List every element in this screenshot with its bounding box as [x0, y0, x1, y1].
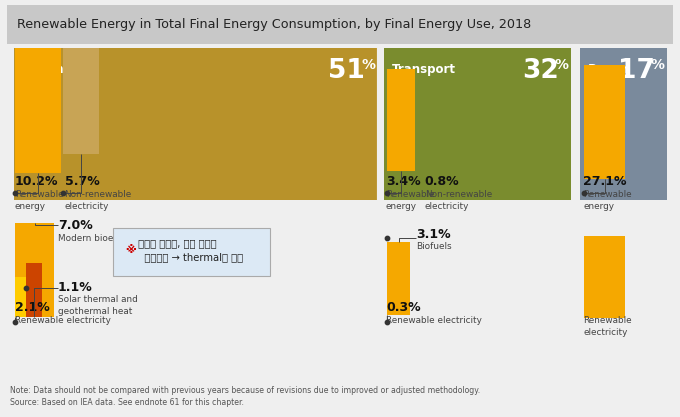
Text: Renewable Energy in Total Final Energy Consumption, by Final Energy Use, 2018: Renewable Energy in Total Final Energy C… — [17, 18, 531, 31]
Text: Solar thermal and
geothermal heat: Solar thermal and geothermal heat — [58, 295, 137, 316]
Point — [10, 189, 20, 196]
Text: Renewable electricity: Renewable electricity — [15, 316, 111, 325]
FancyBboxPatch shape — [114, 228, 271, 276]
Text: 32: 32 — [522, 58, 558, 84]
FancyBboxPatch shape — [15, 277, 26, 317]
Text: 17: 17 — [617, 58, 654, 84]
Text: Renewable
energy: Renewable energy — [15, 190, 63, 211]
Text: Note: Data should not be compared with previous years because of revisions due t: Note: Data should not be compared with p… — [10, 386, 481, 407]
Text: Biofuels: Biofuels — [416, 242, 452, 251]
Text: 5.7%: 5.7% — [65, 176, 99, 188]
Text: Non-renewable
electricity: Non-renewable electricity — [65, 190, 132, 211]
FancyBboxPatch shape — [584, 65, 625, 179]
Text: Renewable electricity: Renewable electricity — [386, 316, 482, 325]
Text: 27.1%: 27.1% — [583, 176, 626, 188]
Text: %: % — [651, 58, 664, 73]
FancyBboxPatch shape — [388, 242, 411, 315]
Text: 1.1%: 1.1% — [58, 281, 92, 294]
Point — [382, 319, 393, 325]
FancyBboxPatch shape — [584, 236, 625, 318]
Point — [20, 284, 31, 291]
Text: Power: Power — [588, 63, 629, 75]
Point — [58, 189, 69, 196]
Text: 0.3%: 0.3% — [386, 301, 421, 314]
Text: 3.4%: 3.4% — [386, 176, 421, 188]
FancyBboxPatch shape — [15, 223, 54, 317]
FancyBboxPatch shape — [63, 48, 99, 154]
FancyBboxPatch shape — [579, 48, 666, 200]
Text: Thermal: Thermal — [22, 63, 76, 75]
Text: Modern bioenergy: Modern bioenergy — [58, 234, 139, 243]
Text: 냉난방 공조용, 가열 공정의
   전력사용 → thermal로 분류: 냉난방 공조용, 가열 공정의 전력사용 → thermal로 분류 — [135, 239, 243, 262]
Text: ※: ※ — [126, 245, 137, 255]
FancyBboxPatch shape — [7, 5, 673, 44]
Text: Renewable
electricity: Renewable electricity — [583, 316, 632, 337]
Text: 2.1%: 2.1% — [15, 301, 50, 314]
Point — [579, 189, 590, 196]
FancyBboxPatch shape — [384, 48, 571, 200]
FancyBboxPatch shape — [26, 263, 42, 317]
FancyBboxPatch shape — [388, 69, 415, 171]
FancyBboxPatch shape — [15, 48, 61, 173]
Text: 51: 51 — [328, 58, 365, 84]
Point — [10, 319, 20, 325]
Point — [382, 234, 393, 241]
Text: Renewable
energy: Renewable energy — [386, 190, 435, 211]
Text: %: % — [361, 58, 375, 73]
Text: Transport: Transport — [392, 63, 456, 75]
Text: Renewable
energy: Renewable energy — [583, 190, 632, 211]
Point — [382, 189, 393, 196]
Text: 7.0%: 7.0% — [58, 219, 92, 232]
Text: 10.2%: 10.2% — [15, 176, 58, 188]
Text: 0.8%: 0.8% — [425, 176, 460, 188]
Text: %: % — [555, 58, 568, 73]
Text: Non-renewable
electricity: Non-renewable electricity — [425, 190, 492, 211]
FancyBboxPatch shape — [14, 48, 377, 200]
Text: 3.1%: 3.1% — [416, 228, 451, 241]
